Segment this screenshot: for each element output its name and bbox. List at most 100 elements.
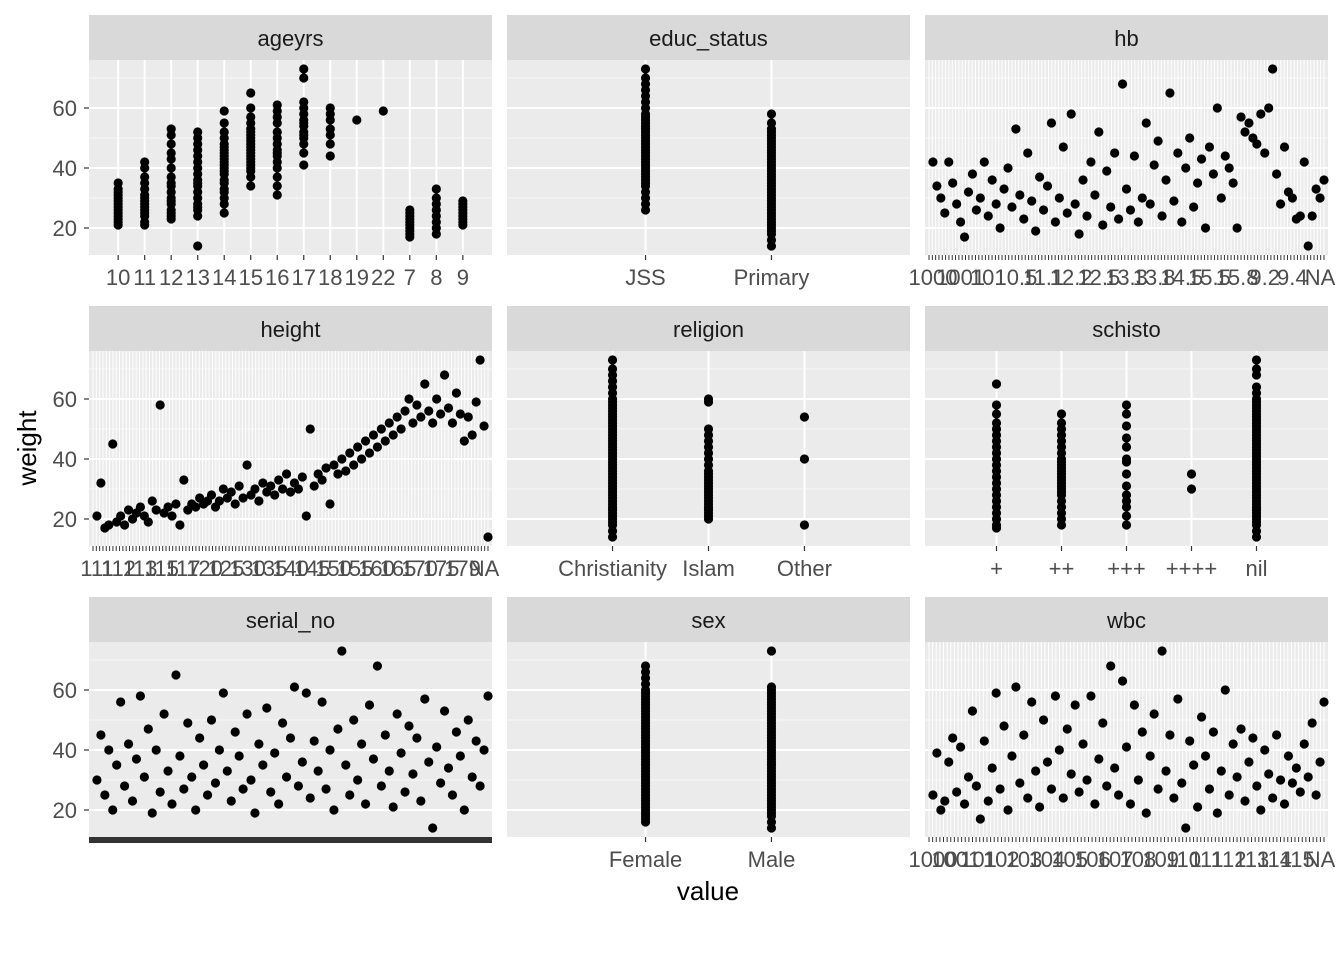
data-point [1193, 178, 1203, 188]
data-point [364, 448, 375, 458]
facet-serial-no: serial_no 20 40 60 [53, 597, 493, 843]
data-point [193, 127, 203, 137]
data-point [297, 757, 307, 767]
data-points [640, 64, 777, 251]
data-point [1303, 241, 1313, 251]
data-point [202, 790, 213, 800]
data-point [1252, 139, 1262, 149]
data-point [408, 769, 418, 779]
x-tick-label: 103 [1006, 847, 1043, 872]
data-point [447, 790, 458, 800]
data-point [475, 781, 485, 791]
x-tick-label: 15.5 [1188, 265, 1231, 290]
data-point [191, 502, 201, 512]
data-point [1307, 718, 1317, 728]
data-point [1098, 718, 1108, 728]
data-point [272, 172, 282, 182]
data-point [254, 496, 264, 506]
data-point [167, 511, 177, 521]
data-point [270, 490, 280, 500]
data-point [999, 721, 1009, 731]
data-point [305, 424, 315, 434]
data-point [92, 775, 102, 785]
data-point [285, 733, 296, 743]
data-point [1177, 778, 1187, 788]
data-point [210, 778, 221, 788]
data-point [226, 796, 236, 806]
data-point [246, 181, 256, 191]
x-tick-label: 130 [229, 556, 266, 581]
data-point [1062, 724, 1072, 734]
data-point [703, 424, 714, 434]
facet-strip [925, 306, 1328, 351]
data-point [436, 778, 446, 788]
data-point [1212, 808, 1222, 818]
data-point [1023, 148, 1033, 158]
data-point [206, 715, 217, 725]
x-tick-label: 12 [159, 265, 183, 290]
data-point [1236, 112, 1246, 122]
data-point [143, 517, 153, 527]
data-point [948, 178, 958, 188]
data-point [1169, 793, 1179, 803]
data-point [999, 184, 1009, 194]
data-point [380, 730, 390, 740]
data-point [458, 196, 468, 206]
data-point [1056, 418, 1067, 428]
data-point [368, 754, 379, 764]
data-point [104, 745, 114, 755]
data-point [1082, 211, 1092, 221]
x-tick-label: 10 [106, 265, 130, 290]
data-point [412, 400, 422, 410]
data-point [1117, 676, 1128, 686]
data-point [1295, 211, 1305, 221]
data-point [193, 241, 203, 251]
data-point [956, 742, 966, 752]
data-point [135, 691, 145, 701]
data-point [104, 520, 114, 530]
data-point [293, 781, 303, 791]
data-point [432, 742, 442, 752]
data-point [1082, 775, 1092, 785]
data-point [1011, 682, 1021, 692]
data-point [956, 217, 966, 227]
data-point [1161, 766, 1171, 776]
data-point [1157, 646, 1167, 656]
data-point [325, 103, 335, 113]
data-point [388, 802, 398, 812]
x-tick-label: ++ [1049, 556, 1075, 581]
facet-strip [925, 597, 1328, 642]
x-tick-label: NA [1305, 847, 1336, 872]
data-point [1027, 196, 1037, 206]
x-tick-label: 9.4 [1277, 265, 1308, 290]
data-point [352, 115, 362, 125]
data-point [408, 418, 418, 428]
data-point [281, 469, 292, 479]
data-point [1169, 196, 1179, 206]
x-tick-label: 112 [101, 556, 136, 581]
data-point [219, 208, 229, 218]
data-point [317, 697, 327, 707]
data-point [1279, 142, 1290, 152]
facet-strip-label: religion [673, 317, 744, 342]
x-tick-label: 10.5 [995, 265, 1038, 290]
data-point [766, 109, 777, 119]
data-point [1121, 511, 1132, 521]
data-point [120, 781, 130, 791]
data-point [1268, 64, 1278, 74]
x-tick-label: 13.3 [1105, 265, 1148, 290]
data-point [376, 781, 386, 791]
x-tick-label: NA [1305, 265, 1336, 290]
data-point [1094, 754, 1104, 764]
x-tick-label: 105 [1051, 847, 1088, 872]
facet-strip-label: sex [691, 608, 725, 633]
data-point [175, 751, 185, 761]
panel-background [89, 60, 492, 255]
data-point [1295, 787, 1305, 797]
data-point [405, 205, 415, 215]
x-tick-label: 14.5 [1160, 265, 1203, 290]
data-point [1220, 151, 1230, 161]
x-tick-label: 9 [457, 265, 469, 290]
x-tick-label: 102 [983, 847, 1020, 872]
